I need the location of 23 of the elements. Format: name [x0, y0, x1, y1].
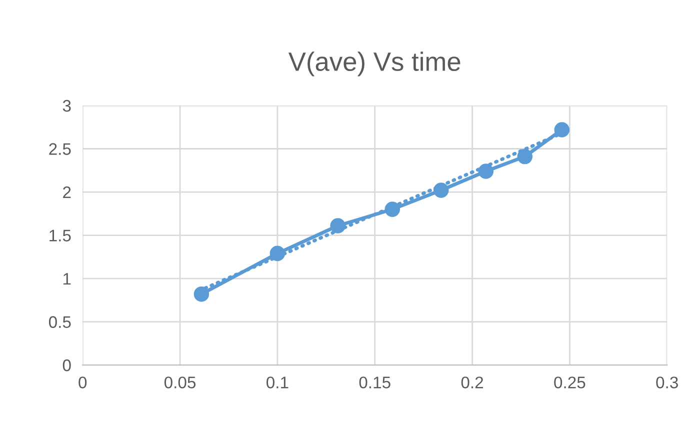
- point: [554, 122, 570, 138]
- x-tick-label: 0.05: [164, 376, 196, 388]
- y-tick-label: 3: [62, 100, 71, 112]
- x-tick-label: 0.2: [461, 376, 484, 388]
- point: [433, 182, 449, 198]
- x-tick-label: 0.15: [359, 376, 390, 388]
- y-tick-label: 0.5: [48, 316, 71, 328]
- y-tick-label: 0: [62, 359, 71, 372]
- y-tick-label: 1.5: [50, 230, 71, 242]
- y-tick-label: 2: [63, 186, 71, 198]
- x-tick-label: 0: [78, 376, 87, 388]
- point: [330, 218, 346, 234]
- y-tick-label: 2.5: [49, 143, 71, 155]
- point: [384, 202, 400, 217]
- x-tick-label: 0.3: [656, 376, 678, 388]
- chart-title: V(ave) Vs time: [288, 52, 460, 76]
- point: [517, 148, 533, 164]
- point: [478, 164, 494, 179]
- x-tick-label: 0.1: [266, 376, 288, 388]
- point: [270, 246, 286, 262]
- y-tick-label: 1: [63, 273, 71, 285]
- x-tick-label: 0.25: [554, 376, 586, 388]
- point: [194, 286, 210, 302]
